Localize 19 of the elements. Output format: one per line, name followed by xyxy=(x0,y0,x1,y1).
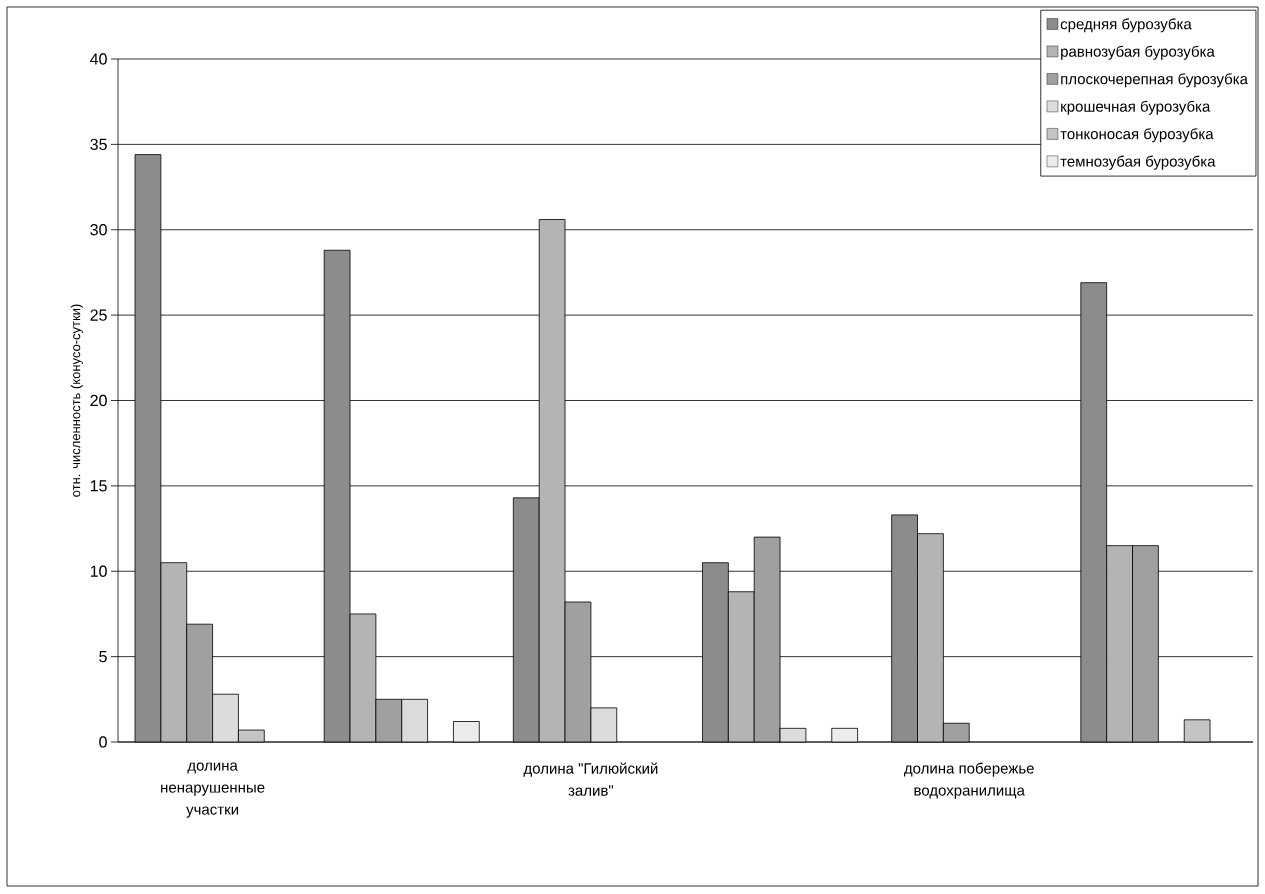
y-tick-label: 10 xyxy=(90,565,107,577)
x-tick-label: долина побережье водохранилища xyxy=(904,762,1034,799)
legend-label: крошечная бурозубка xyxy=(1061,100,1211,115)
y-tick-label: 20 xyxy=(90,394,107,407)
y-tick-label: 40 xyxy=(90,53,107,65)
x-tick-label: долина ненарушенные участки xyxy=(161,762,265,818)
legend-label: средняя бурозубка xyxy=(1060,18,1192,33)
y-tick-label: 0 xyxy=(99,736,107,748)
legend-label: тонконосая бурозубка xyxy=(1060,128,1214,143)
y-tick-label: 35 xyxy=(90,138,107,151)
legend-label: плоскочерепная бурозубка xyxy=(1061,73,1248,88)
y-tick-label: 30 xyxy=(90,224,107,236)
legend-label: равнозубая бурозубка xyxy=(1061,45,1215,60)
y-tick-label: 5 xyxy=(99,651,107,663)
y-tick-label: 25 xyxy=(90,309,107,321)
legend-label: темнозубая бурозубка xyxy=(1060,155,1216,170)
x-tick-label: долина "Гилюйский залив" xyxy=(523,762,658,796)
y-tick-label: 15 xyxy=(90,480,107,492)
y-axis-title: отн. численность (конусо-сутки) xyxy=(70,304,83,497)
